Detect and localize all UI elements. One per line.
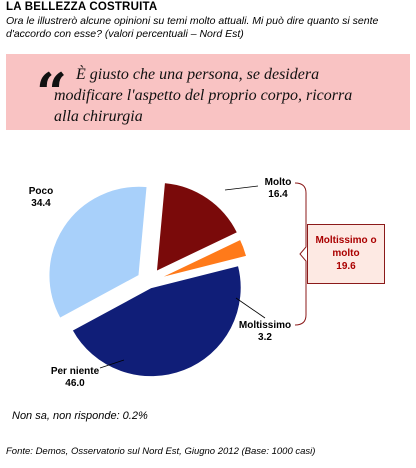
slice-value: 16.4 <box>268 189 288 200</box>
leader-line-moltissimo <box>235 297 266 319</box>
no-answer-note: Non sa, non risponde: 0.2% <box>12 410 148 422</box>
quote-line-2: modificare l'aspetto del proprio corpo, … <box>54 87 353 104</box>
slice-label-per-niente: Per niente 46.0 <box>40 366 110 390</box>
callout-bracket <box>294 182 307 326</box>
slice-label-moltissimo: Moltissimo 3.2 <box>230 320 300 344</box>
callout-value: 19.6 <box>336 261 356 272</box>
pie-slice-poco <box>48 185 148 319</box>
slice-label-molto: Molto 16.4 <box>248 177 308 201</box>
slice-name: Poco <box>28 186 54 197</box>
quote-text: È giusto che una persona, se desidera mo… <box>54 64 376 127</box>
quote-box <box>6 54 410 130</box>
quote-line-3: alla chirurgia <box>54 108 143 125</box>
slice-name: Moltissimo <box>238 320 292 331</box>
slice-name: Molto <box>264 177 292 188</box>
chart-title: LA BELLEZZA COSTRUITA <box>6 1 158 13</box>
pie-slice-moltissimo <box>159 238 248 279</box>
callout-box: Moltissimo o molto 19.6 <box>307 224 385 284</box>
slice-value: 34.4 <box>31 198 51 209</box>
slice-name: Per niente <box>50 366 100 377</box>
pie-slice-per-niente <box>71 264 242 378</box>
source-note: Fonte: Demos, Osservatorio sul Nord Est,… <box>6 446 316 457</box>
pie-slice-molto <box>155 182 239 273</box>
callout-label: Moltissimo o molto <box>315 235 377 259</box>
quote-mark-icon: “ <box>36 61 68 125</box>
quote-line-1: È giusto che una persona, se desidera <box>76 66 320 83</box>
slice-label-poco: Poco 34.4 <box>16 186 66 210</box>
slice-value: 3.2 <box>258 332 272 343</box>
leader-line-per-niente <box>99 359 125 369</box>
slice-value: 46.0 <box>65 378 85 389</box>
leader-line-molto <box>224 185 259 191</box>
chart-subtitle: Ora le illustrerò alcune opinioni su tem… <box>6 15 379 40</box>
